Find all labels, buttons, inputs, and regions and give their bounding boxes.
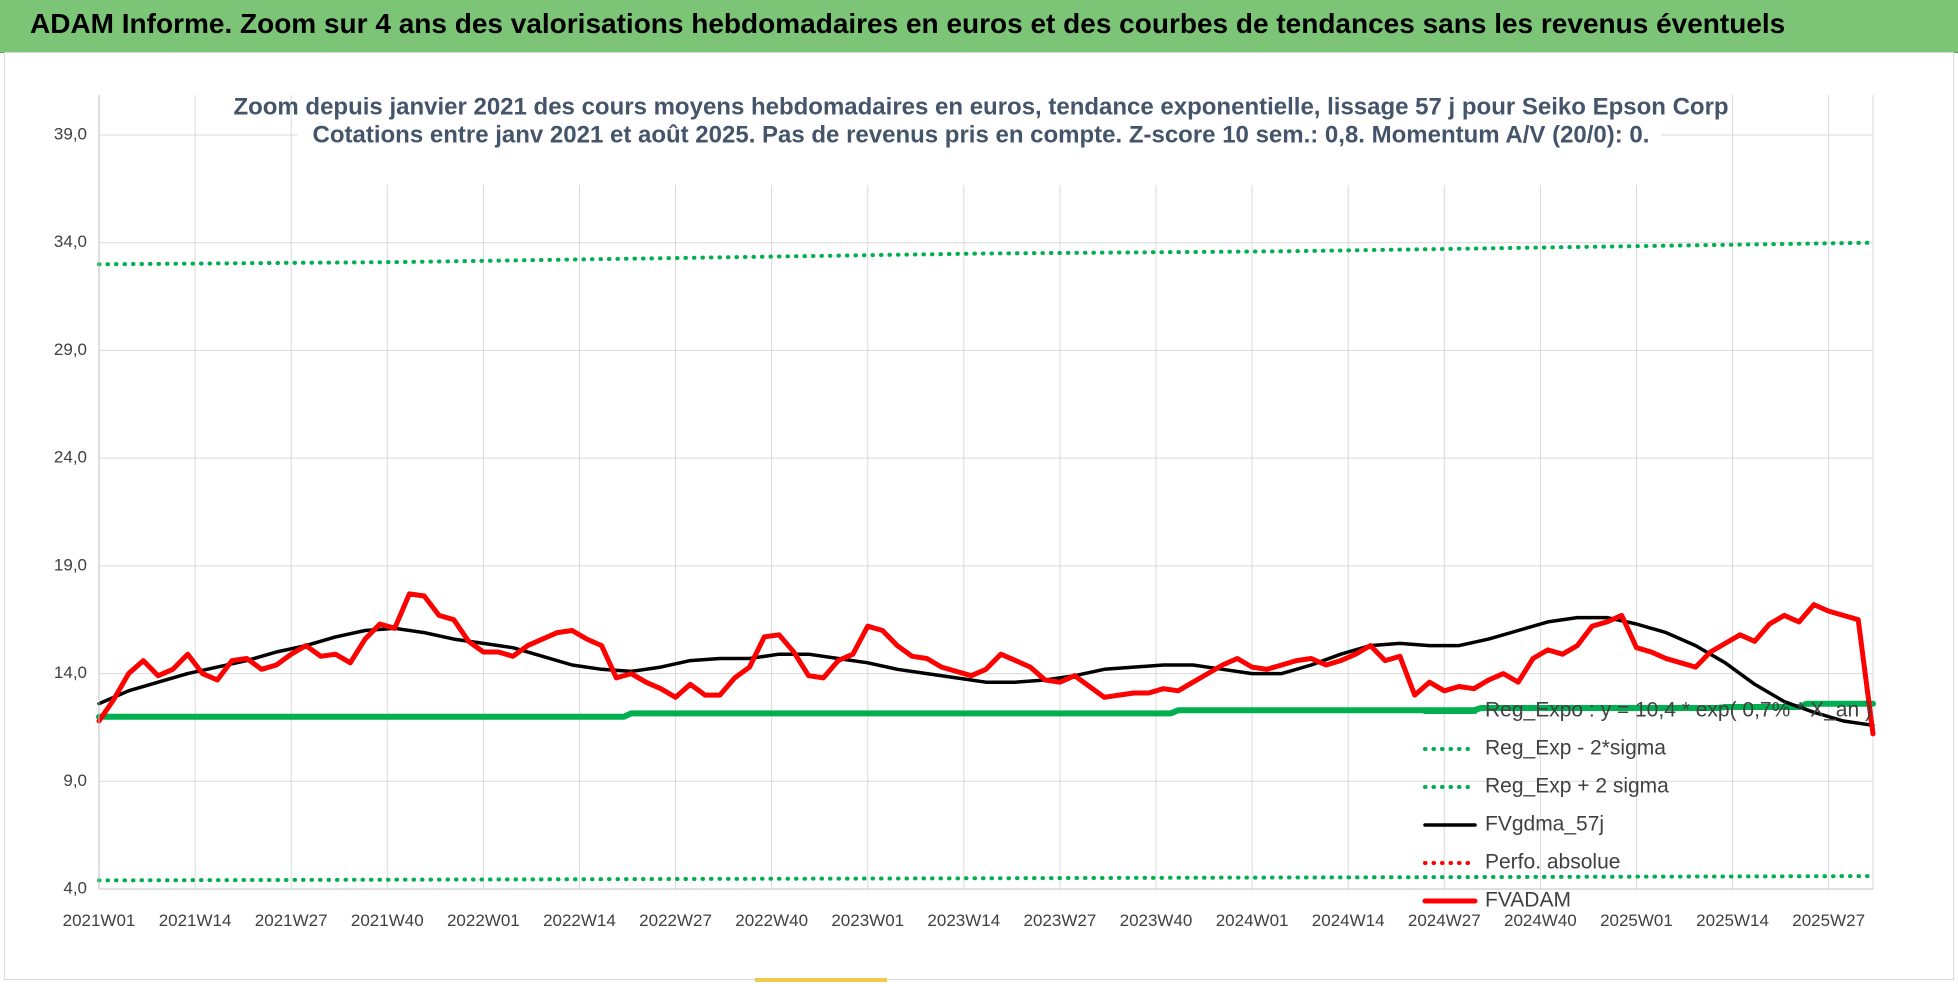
y-tick-label: 34,0 xyxy=(54,232,87,251)
legend-label: FVADAM xyxy=(1485,889,1571,912)
banner: ADAM Informe. Zoom sur 4 ans des valoris… xyxy=(0,0,1958,53)
x-tick-label: 2023W27 xyxy=(1024,911,1097,930)
legend-label: FVgdma_57j xyxy=(1485,813,1604,836)
x-tick-label: 2022W40 xyxy=(735,911,808,930)
chart-svg: Zoom depuis janvier 2021 des cours moyen… xyxy=(54,87,1876,930)
chart-title: Zoom depuis janvier 2021 des cours moyen… xyxy=(233,93,1728,120)
series-line-5 xyxy=(96,591,1876,737)
x-tick-label: 2025W14 xyxy=(1696,911,1769,930)
x-tick-label: 2021W40 xyxy=(351,911,424,930)
x-tick-label: 2023W01 xyxy=(831,911,904,930)
x-tick-label: 2023W40 xyxy=(1120,911,1193,930)
chart-subtitle: Cotations entre janv 2021 et août 2025. … xyxy=(313,121,1650,148)
axis-layer: 2021W01 2021W14 2021W27 2021W40 2022W01 2022W… xyxy=(54,95,1873,930)
x-tick-label: 2024W14 xyxy=(1312,911,1385,930)
y-tick-label: 4,0 xyxy=(63,878,87,897)
x-tick-label: 2022W27 xyxy=(639,911,712,930)
x-tick-label: 2025W27 xyxy=(1792,911,1865,930)
legend: Reg_Expo : y = 10,4 * exp( 0,7% * X_an )… xyxy=(1422,699,1872,912)
y-tick-label: 24,0 xyxy=(54,448,87,467)
x-tick-label: 2021W01 xyxy=(63,911,136,930)
x-tick-label: 2024W40 xyxy=(1504,911,1577,930)
x-tick-label: 2021W14 xyxy=(159,911,232,930)
y-tick-label: 9,0 xyxy=(63,771,87,790)
x-tick-label: 2022W14 xyxy=(543,911,616,930)
y-tick-label: 19,0 xyxy=(54,555,87,574)
x-tick-label: 2025W01 xyxy=(1600,911,1673,930)
x-tick-label: 2024W01 xyxy=(1216,911,1289,930)
x-tick-label: 2022W01 xyxy=(447,911,520,930)
grid-layer xyxy=(98,95,1874,890)
y-tick-label: 29,0 xyxy=(54,340,87,359)
series-layer xyxy=(96,240,1876,883)
legend-label: Perfo. absolue xyxy=(1485,851,1620,874)
legend-label: Reg_Exp - 2*sigma xyxy=(1485,737,1666,760)
legend-label: Reg_Expo : y = 10,4 * exp( 0,7% * X_an ) xyxy=(1485,699,1872,722)
banner-title: ADAM Informe. Zoom sur 4 ans des valoris… xyxy=(30,8,1786,39)
y-tick-label: 14,0 xyxy=(54,663,87,682)
legend-label: Reg_Exp + 2 sigma xyxy=(1485,775,1669,798)
x-tick-label: 2021W27 xyxy=(255,911,328,930)
x-tick-label: 2023W14 xyxy=(927,911,1000,930)
bottom-accent xyxy=(755,978,887,982)
x-tick-label: 2024W27 xyxy=(1408,911,1481,930)
title-background xyxy=(297,87,1661,185)
y-tick-label: 39,0 xyxy=(54,124,87,143)
chart-area: Zoom depuis janvier 2021 des cours moyen… xyxy=(4,52,1954,980)
series-line-2 xyxy=(97,240,1875,267)
series-line-1 xyxy=(97,874,1875,883)
